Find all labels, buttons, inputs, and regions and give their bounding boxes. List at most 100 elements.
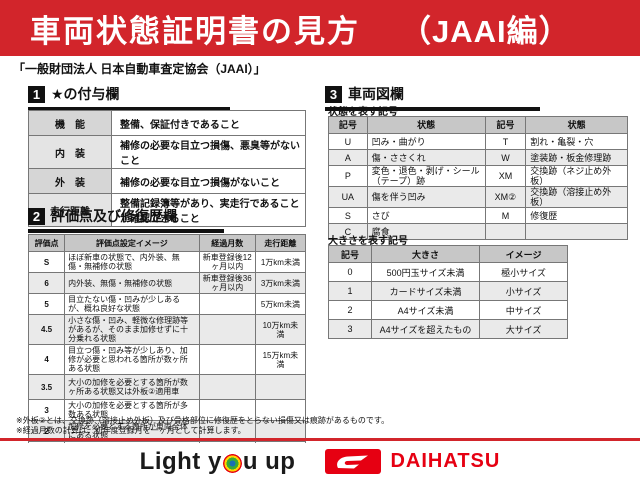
size-cell: A4サイズ未満 bbox=[370, 300, 481, 320]
symbol-cell: UA bbox=[328, 186, 368, 208]
footnote-line: ※外板②とは、交換跡（溶接止め外板）及び骨格部位に修復歴をとらない損傷又は痕跡が… bbox=[16, 416, 390, 425]
table-row: 5 目立たない傷・凹みが少しあるが、概ね良好な状態 5万km未満 bbox=[27, 293, 307, 315]
column-header: イメージ bbox=[479, 245, 568, 263]
table-row: A 傷・ささくれ W 塗装跡・板金修理跡 bbox=[328, 149, 628, 166]
slogan-text-left: Light y bbox=[139, 447, 222, 475]
table-row: 2 加修を必要とする箇所が車両全体にある状態 bbox=[27, 420, 307, 442]
section-2-number-badge: 2 bbox=[28, 207, 45, 225]
section-1-title: ★の付与欄 bbox=[51, 86, 120, 102]
desc-cell: 目立つ傷・凹み等が少しあり、加修が必要と思われる箇所が数ヶ所ある状態 bbox=[64, 344, 200, 375]
column-header: 記号 bbox=[328, 245, 372, 263]
months-cell bbox=[198, 344, 256, 375]
symbol-cell: 0 bbox=[328, 262, 372, 282]
footer: Light y u up DAIHATSU bbox=[0, 443, 640, 480]
column-header: 状態 bbox=[525, 116, 628, 134]
state-cell: 交換跡（溶接止め外板） bbox=[525, 186, 628, 208]
distance-cell: 5万km未満 bbox=[254, 293, 307, 315]
section-3-header: 3 車両図欄 bbox=[325, 84, 540, 111]
section-1-header: 1 ★の付与欄 bbox=[28, 84, 230, 111]
table-row: 3.5 大小の加修を必要とする箇所が数ヶ所ある状態又は外板②適用車 bbox=[27, 374, 307, 400]
distance-cell bbox=[254, 374, 307, 400]
months-cell bbox=[198, 374, 256, 400]
row-description: 補修の必要な目立つ損傷がないこと bbox=[111, 168, 306, 194]
symbol-cell: XM② bbox=[484, 186, 527, 208]
organization-subtitle: 「一般財団法人 日本自動車査定協会（JAAI）」 bbox=[13, 62, 266, 76]
table-row: 6 内外装、無傷・無補修の状態 新車登録後36ヶ月以内 3万km未満 bbox=[27, 272, 307, 294]
table-row: P 変色・退色・剥げ・シール（テープ）跡 XM 交換跡（ネジ止め外板） bbox=[328, 165, 628, 187]
table-row: 機 能 整備、保証付きであること bbox=[28, 110, 306, 136]
grade-cell: 3.5 bbox=[27, 374, 66, 400]
symbol-cell: 1 bbox=[328, 281, 372, 301]
state-cell: 変色・退色・剥げ・シール（テープ）跡 bbox=[366, 165, 486, 187]
symbol-cell: P bbox=[328, 165, 368, 187]
table-row: 外 装 補修の必要な目立つ損傷がないこと bbox=[28, 168, 306, 194]
size-symbols-label: 大きさを表す記号 bbox=[328, 236, 408, 247]
light-you-up-logo: Light y u up bbox=[140, 448, 296, 476]
state-symbols-table: 記号 状態 記号 状態 U 凹み・曲がり T 割れ・亀裂・穴 A 傷・ささくれ … bbox=[328, 116, 628, 240]
table-row: UA 傷を伴う凹み XM② 交換跡（溶接止め外板） bbox=[328, 186, 628, 208]
desc-cell: 内外装、無傷・無補修の状態 bbox=[64, 272, 200, 294]
state-cell: 交換跡（ネジ止め外板） bbox=[525, 165, 628, 187]
symbol-cell: 2 bbox=[328, 300, 372, 320]
table-row: 3 大小の加修を必要とする箇所が多数ある状態 bbox=[27, 399, 307, 421]
footnote-line: ※経過月数の計算は、初年度登録月を一ヶ月として計算します。 bbox=[16, 426, 246, 435]
symbol-cell bbox=[484, 223, 527, 240]
symbol-cell: S bbox=[328, 207, 368, 224]
state-cell: 塗装跡・板金修理跡 bbox=[525, 149, 628, 166]
row-label: 機 能 bbox=[28, 110, 112, 136]
table-row: S さび M 修復歴 bbox=[328, 207, 628, 224]
grade-cell: 6 bbox=[27, 272, 66, 294]
row-description: 整備、保証付きであること bbox=[111, 110, 306, 136]
symbol-cell: T bbox=[484, 133, 527, 150]
months-cell: 新車登録後36ヶ月以内 bbox=[198, 272, 256, 294]
column-header: 評価点 bbox=[27, 234, 66, 252]
image-cell: 大サイズ bbox=[479, 319, 568, 339]
table-row: 4.5 小さな傷・凹み、軽微な修理跡等があるが、そのまま加修せずに十分乗れる状態… bbox=[27, 314, 307, 345]
table-row: 4 目立つ傷・凹み等が少しあり、加修が必要と思われる箇所が数ヶ所ある状態 15万… bbox=[27, 344, 307, 375]
table-header-row: 評価点 評価点設定イメージ 経過月数 走行距離 bbox=[27, 234, 307, 252]
grade-cell: 4 bbox=[27, 344, 66, 375]
state-cell: 修復歴 bbox=[525, 207, 628, 224]
image-cell: 中サイズ bbox=[479, 300, 568, 320]
size-symbols-table: 記号 大きさ イメージ 0 500円玉サイズ未満 極小サイズ 1 カードサイズ未… bbox=[328, 245, 568, 339]
table-row: 内 装 補修の必要な目立つ損傷、悪臭等がないこと bbox=[28, 135, 306, 169]
section-3-number-badge: 3 bbox=[325, 85, 342, 103]
state-symbols-label: 状態を表す記号 bbox=[328, 107, 398, 118]
symbol-cell: U bbox=[328, 133, 368, 150]
image-cell: 極小サイズ bbox=[479, 262, 568, 282]
table-row: 2 A4サイズ未満 中サイズ bbox=[328, 300, 568, 320]
row-label: 内 装 bbox=[28, 135, 112, 169]
desc-cell: ほぼ新車の状態で、内外装、無傷・無補修の状態 bbox=[64, 251, 200, 273]
footer-divider bbox=[0, 438, 640, 441]
rating-table: 評価点 評価点設定イメージ 経過月数 走行距離 S ほぼ新車の状態で、内外装、無… bbox=[27, 234, 307, 478]
distance-cell: 15万km未満 bbox=[254, 344, 307, 375]
grade-cell: 4.5 bbox=[27, 314, 66, 345]
section-2-title: 評価点及び修復歴欄 bbox=[51, 208, 177, 224]
table-row: C 腐食 bbox=[328, 223, 628, 240]
section-2-header: 2 評価点及び修復歴欄 bbox=[28, 206, 224, 233]
distance-cell: 10万km未満 bbox=[254, 314, 307, 345]
image-cell: 小サイズ bbox=[479, 281, 568, 301]
section-3-title: 車両図欄 bbox=[348, 86, 404, 102]
table-row: 1 カードサイズ未満 小サイズ bbox=[328, 281, 568, 301]
desc-cell: 小さな傷・凹み、軽微な修理跡等があるが、そのまま加修せずに十分乗れる状態 bbox=[64, 314, 200, 345]
column-header: 状態 bbox=[366, 116, 486, 134]
daihatsu-wordmark: DAIHATSU bbox=[390, 450, 501, 472]
size-cell: カードサイズ未満 bbox=[370, 281, 481, 301]
months-cell: 新車登録後12ヶ月以内 bbox=[198, 251, 256, 273]
months-cell bbox=[198, 293, 256, 315]
state-cell bbox=[525, 223, 628, 240]
column-header: 記号 bbox=[328, 116, 368, 134]
slogan-text-right: u up bbox=[242, 447, 296, 475]
daihatsu-d-glyph bbox=[337, 455, 369, 468]
daihatsu-d-mark-icon bbox=[325, 449, 382, 474]
row-description: 整備記録簿等があり、実走行であることが確認できること bbox=[111, 193, 306, 227]
section-1-number-badge: 1 bbox=[28, 85, 45, 103]
table-header-row: 記号 状態 記号 状態 bbox=[328, 116, 628, 134]
distance-cell: 3万km未満 bbox=[254, 272, 307, 294]
title-banner: 車両状態証明書の見方 （JAAI編） bbox=[0, 0, 640, 56]
row-description: 補修の必要な目立つ損傷、悪臭等がないこと bbox=[111, 135, 306, 169]
row-label: 外 装 bbox=[28, 168, 112, 194]
table-row: S ほぼ新車の状態で、内外装、無傷・無補修の状態 新車登録後12ヶ月以内 1万k… bbox=[27, 251, 307, 273]
